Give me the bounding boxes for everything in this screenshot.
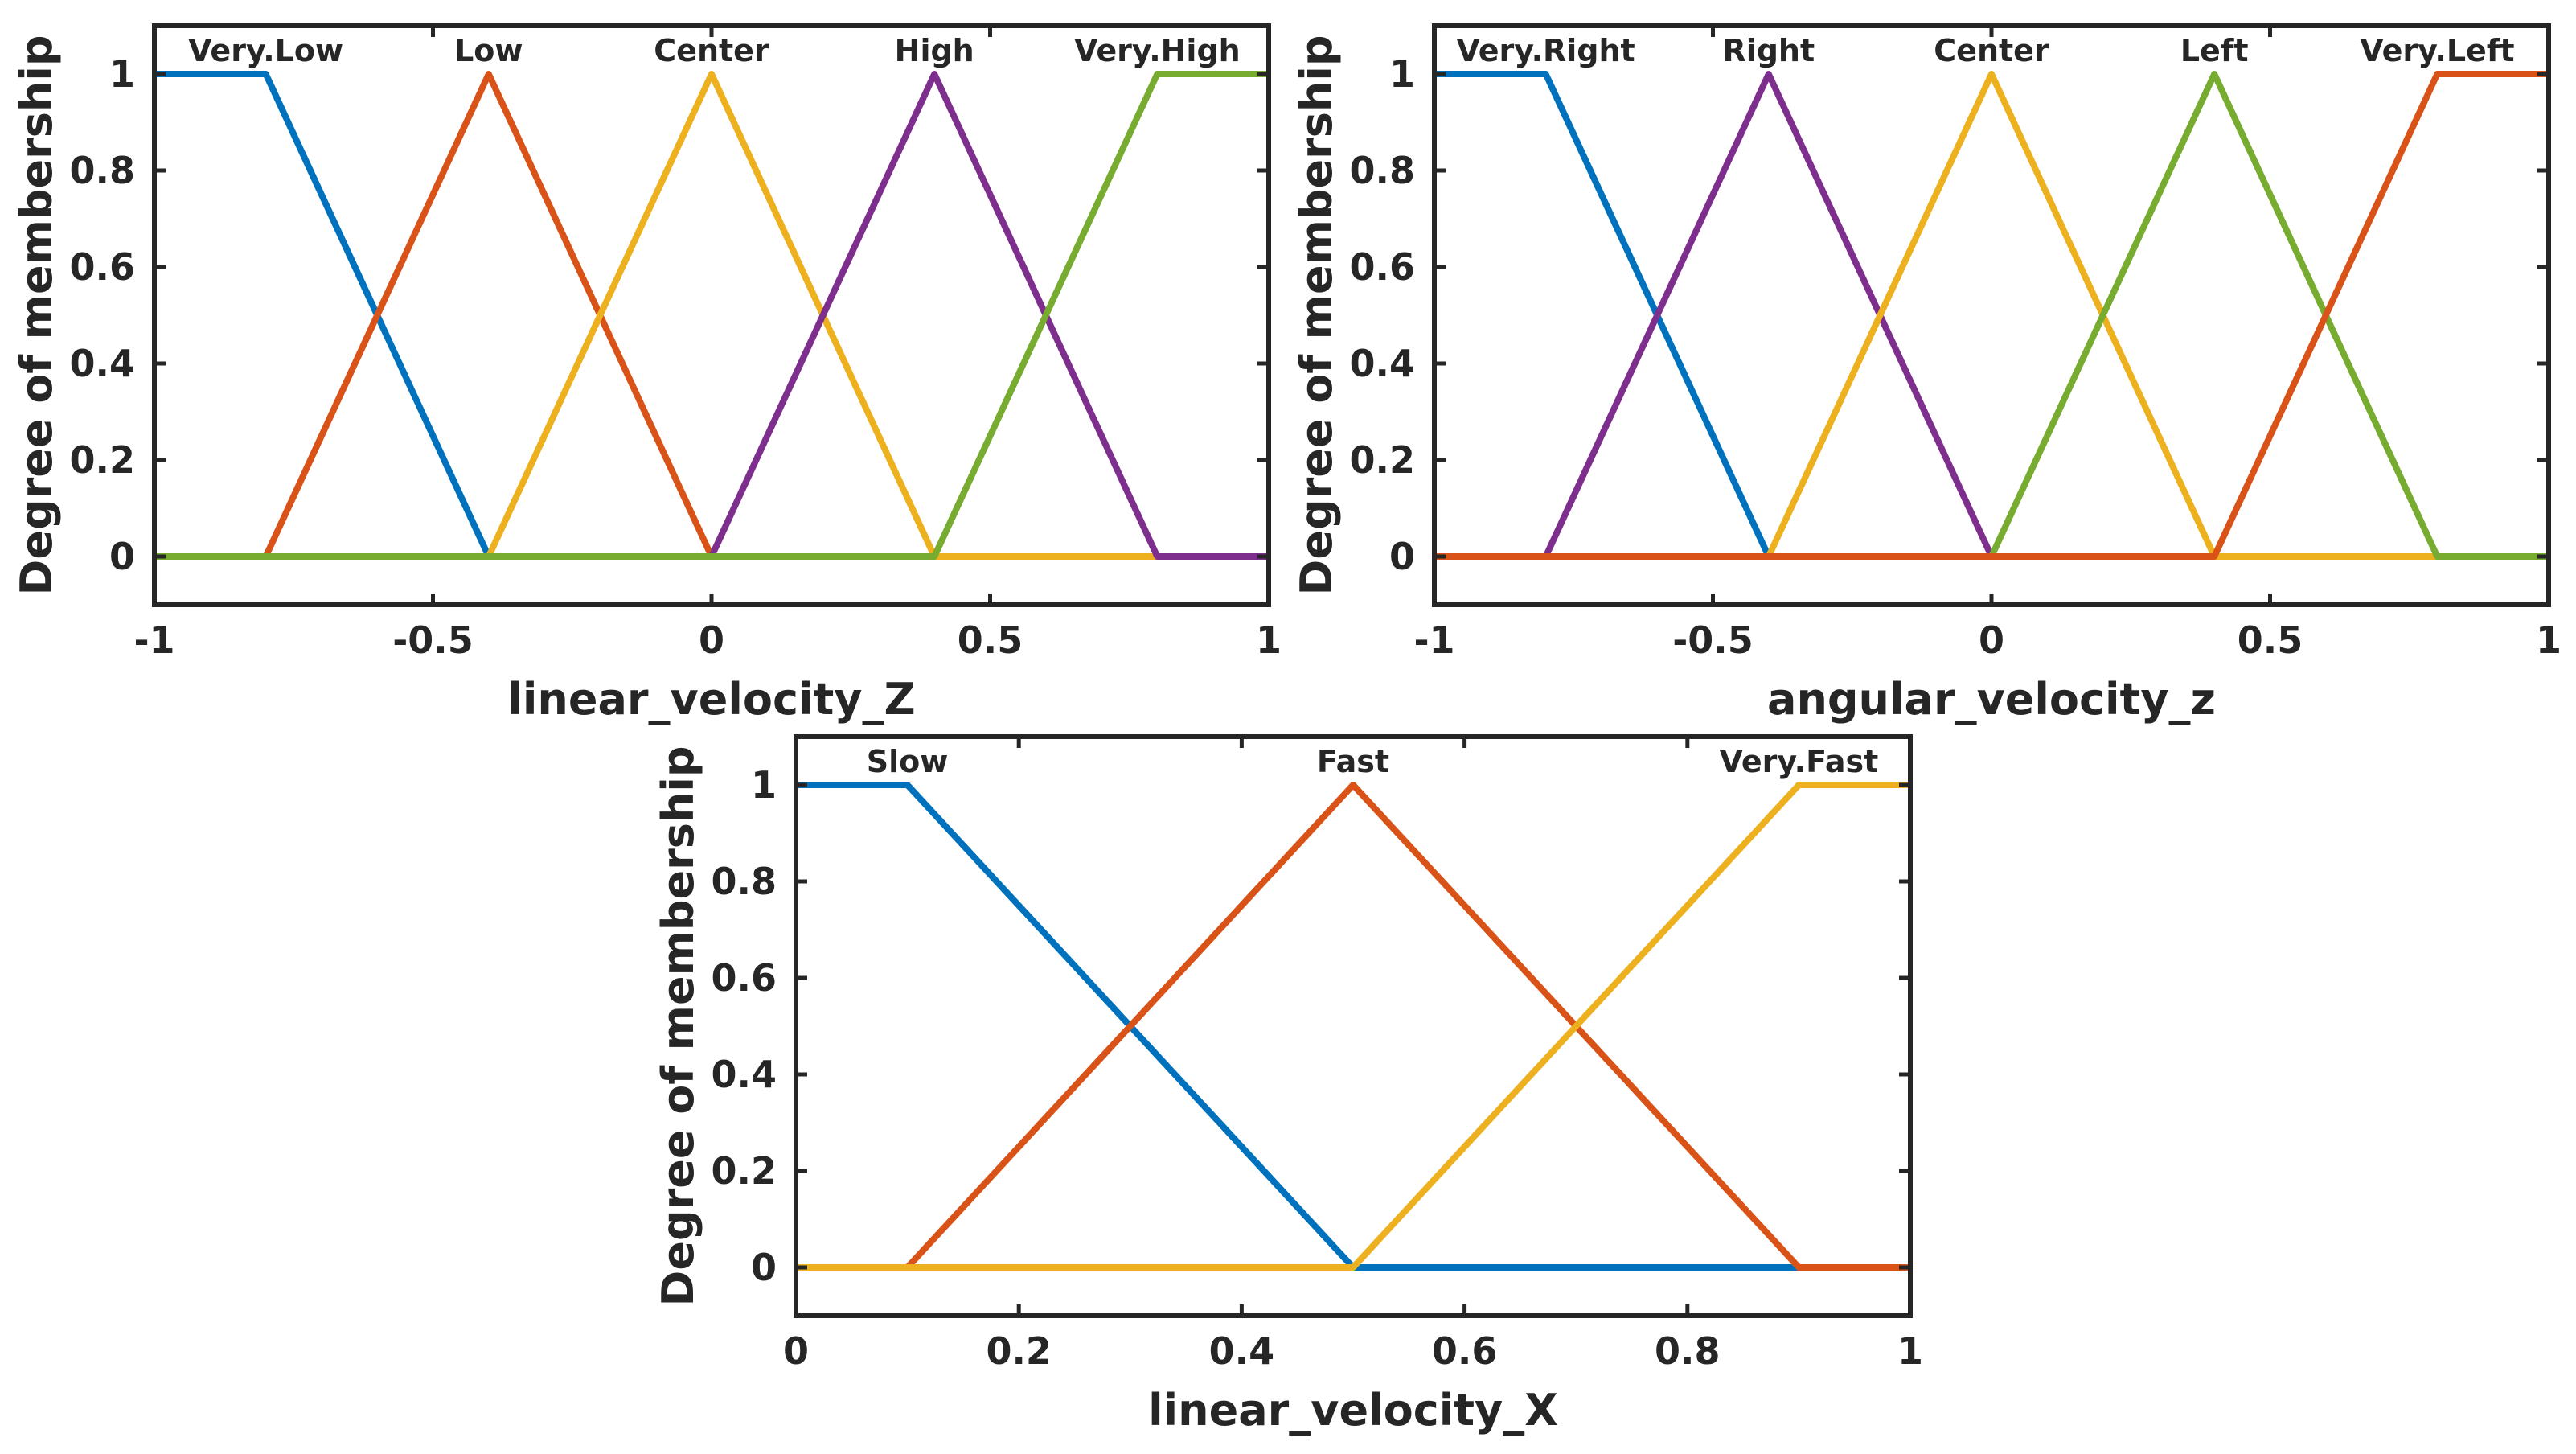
y-tick-label: 0.4 bbox=[1350, 342, 1416, 385]
y-tick-label: 0.4 bbox=[712, 1053, 777, 1096]
x-tick-label: -0.5 bbox=[392, 618, 474, 662]
y-tick-label: 0 bbox=[1389, 535, 1415, 578]
mf-label-very-fast: Very.Fast bbox=[1720, 744, 1879, 779]
x-tick-label: 0.5 bbox=[2238, 618, 2303, 662]
x-tick-label: 0.5 bbox=[958, 618, 1023, 662]
x-tick-label: 1 bbox=[1897, 1329, 1923, 1373]
mf-label-very-low: Very.Low bbox=[188, 33, 343, 68]
y-tick-label: 0 bbox=[751, 1246, 777, 1289]
mf-label-center: Center bbox=[654, 33, 769, 68]
x-axis-label: angular_velocity_z bbox=[1767, 674, 2216, 725]
x-tick-label: 0.8 bbox=[1655, 1329, 1721, 1373]
plot-area bbox=[796, 737, 1910, 1316]
series-line-very-high bbox=[154, 71, 1269, 560]
mf-label-high: High bbox=[895, 33, 974, 68]
y-tick-label: 0.8 bbox=[712, 860, 777, 903]
y-tick-label: 0.8 bbox=[1350, 149, 1416, 192]
membership-plot-1: Very.Low Low Center High Very.High -1 -0.5 0 0.5… bbox=[11, 23, 1282, 725]
x-tick-label: 0 bbox=[783, 1329, 809, 1373]
y-tick-label: 0.8 bbox=[70, 149, 136, 192]
x-tick-label: 0 bbox=[1979, 618, 2004, 662]
x-tick-label: 0.6 bbox=[1432, 1329, 1498, 1373]
mf-label-fast: Fast bbox=[1317, 744, 1389, 779]
y-tick-label: 1 bbox=[751, 763, 777, 807]
x-tick-label: -1 bbox=[1413, 618, 1454, 662]
mf-label-very-left: Very.Left bbox=[2360, 33, 2514, 68]
y-tick-label: 0.6 bbox=[712, 956, 777, 1000]
series-line-very-fast bbox=[796, 782, 1910, 1271]
mf-label-very-right: Very.Right bbox=[1456, 33, 1635, 68]
mf-label-low: Low bbox=[454, 33, 523, 68]
mf-label-right: Right bbox=[1722, 33, 1815, 68]
series-line-very-left bbox=[1434, 71, 2549, 560]
axes-box bbox=[794, 734, 1913, 1318]
y-tick-label: 0.2 bbox=[70, 438, 136, 482]
x-tick-label: -0.5 bbox=[1672, 618, 1754, 662]
x-axis-label: linear_velocity_Z bbox=[507, 674, 915, 725]
y-axis-label: Degree of membership bbox=[1291, 35, 1342, 596]
x-tick-label: 1 bbox=[2536, 618, 2562, 662]
y-tick-label: 1 bbox=[109, 52, 135, 96]
x-tick-label: -1 bbox=[133, 618, 174, 662]
membership-plot-2: Very.Right Right Center Left Very.Left -1 -0.5… bbox=[1291, 23, 2562, 725]
y-tick-label: 0.6 bbox=[70, 245, 136, 289]
plot-area bbox=[154, 26, 1269, 605]
x-tick-label: 1 bbox=[1256, 618, 1282, 662]
membership-plot-3: Slow Fast Very.Fast 0 0.2 0.4 0.6 0.8 1 0 0.2 0.4 0.… bbox=[653, 734, 1923, 1436]
y-axis-label: Degree of membership bbox=[653, 746, 703, 1307]
mf-label-left: Left bbox=[2180, 33, 2249, 68]
y-tick-label: 1 bbox=[1389, 52, 1415, 96]
y-tick-label: 0.4 bbox=[70, 342, 136, 385]
y-tick-label: 0.2 bbox=[1350, 438, 1416, 482]
x-axis-label: linear_velocity_X bbox=[1148, 1385, 1558, 1436]
y-tick-label: 0.6 bbox=[1350, 245, 1416, 289]
plot-area bbox=[1434, 26, 2549, 605]
y-tick-label: 0 bbox=[109, 535, 135, 578]
x-tick-label: 0 bbox=[699, 618, 724, 662]
y-axis-label: Degree of membership bbox=[11, 35, 62, 596]
mf-label-center: Center bbox=[1934, 33, 2049, 68]
x-tick-label: 0.2 bbox=[986, 1329, 1052, 1373]
y-tick-label: 0.2 bbox=[712, 1149, 777, 1193]
mf-label-slow: Slow bbox=[867, 744, 949, 779]
mf-label-very-high: Very.High bbox=[1074, 33, 1241, 68]
x-tick-label: 0.4 bbox=[1209, 1329, 1275, 1373]
